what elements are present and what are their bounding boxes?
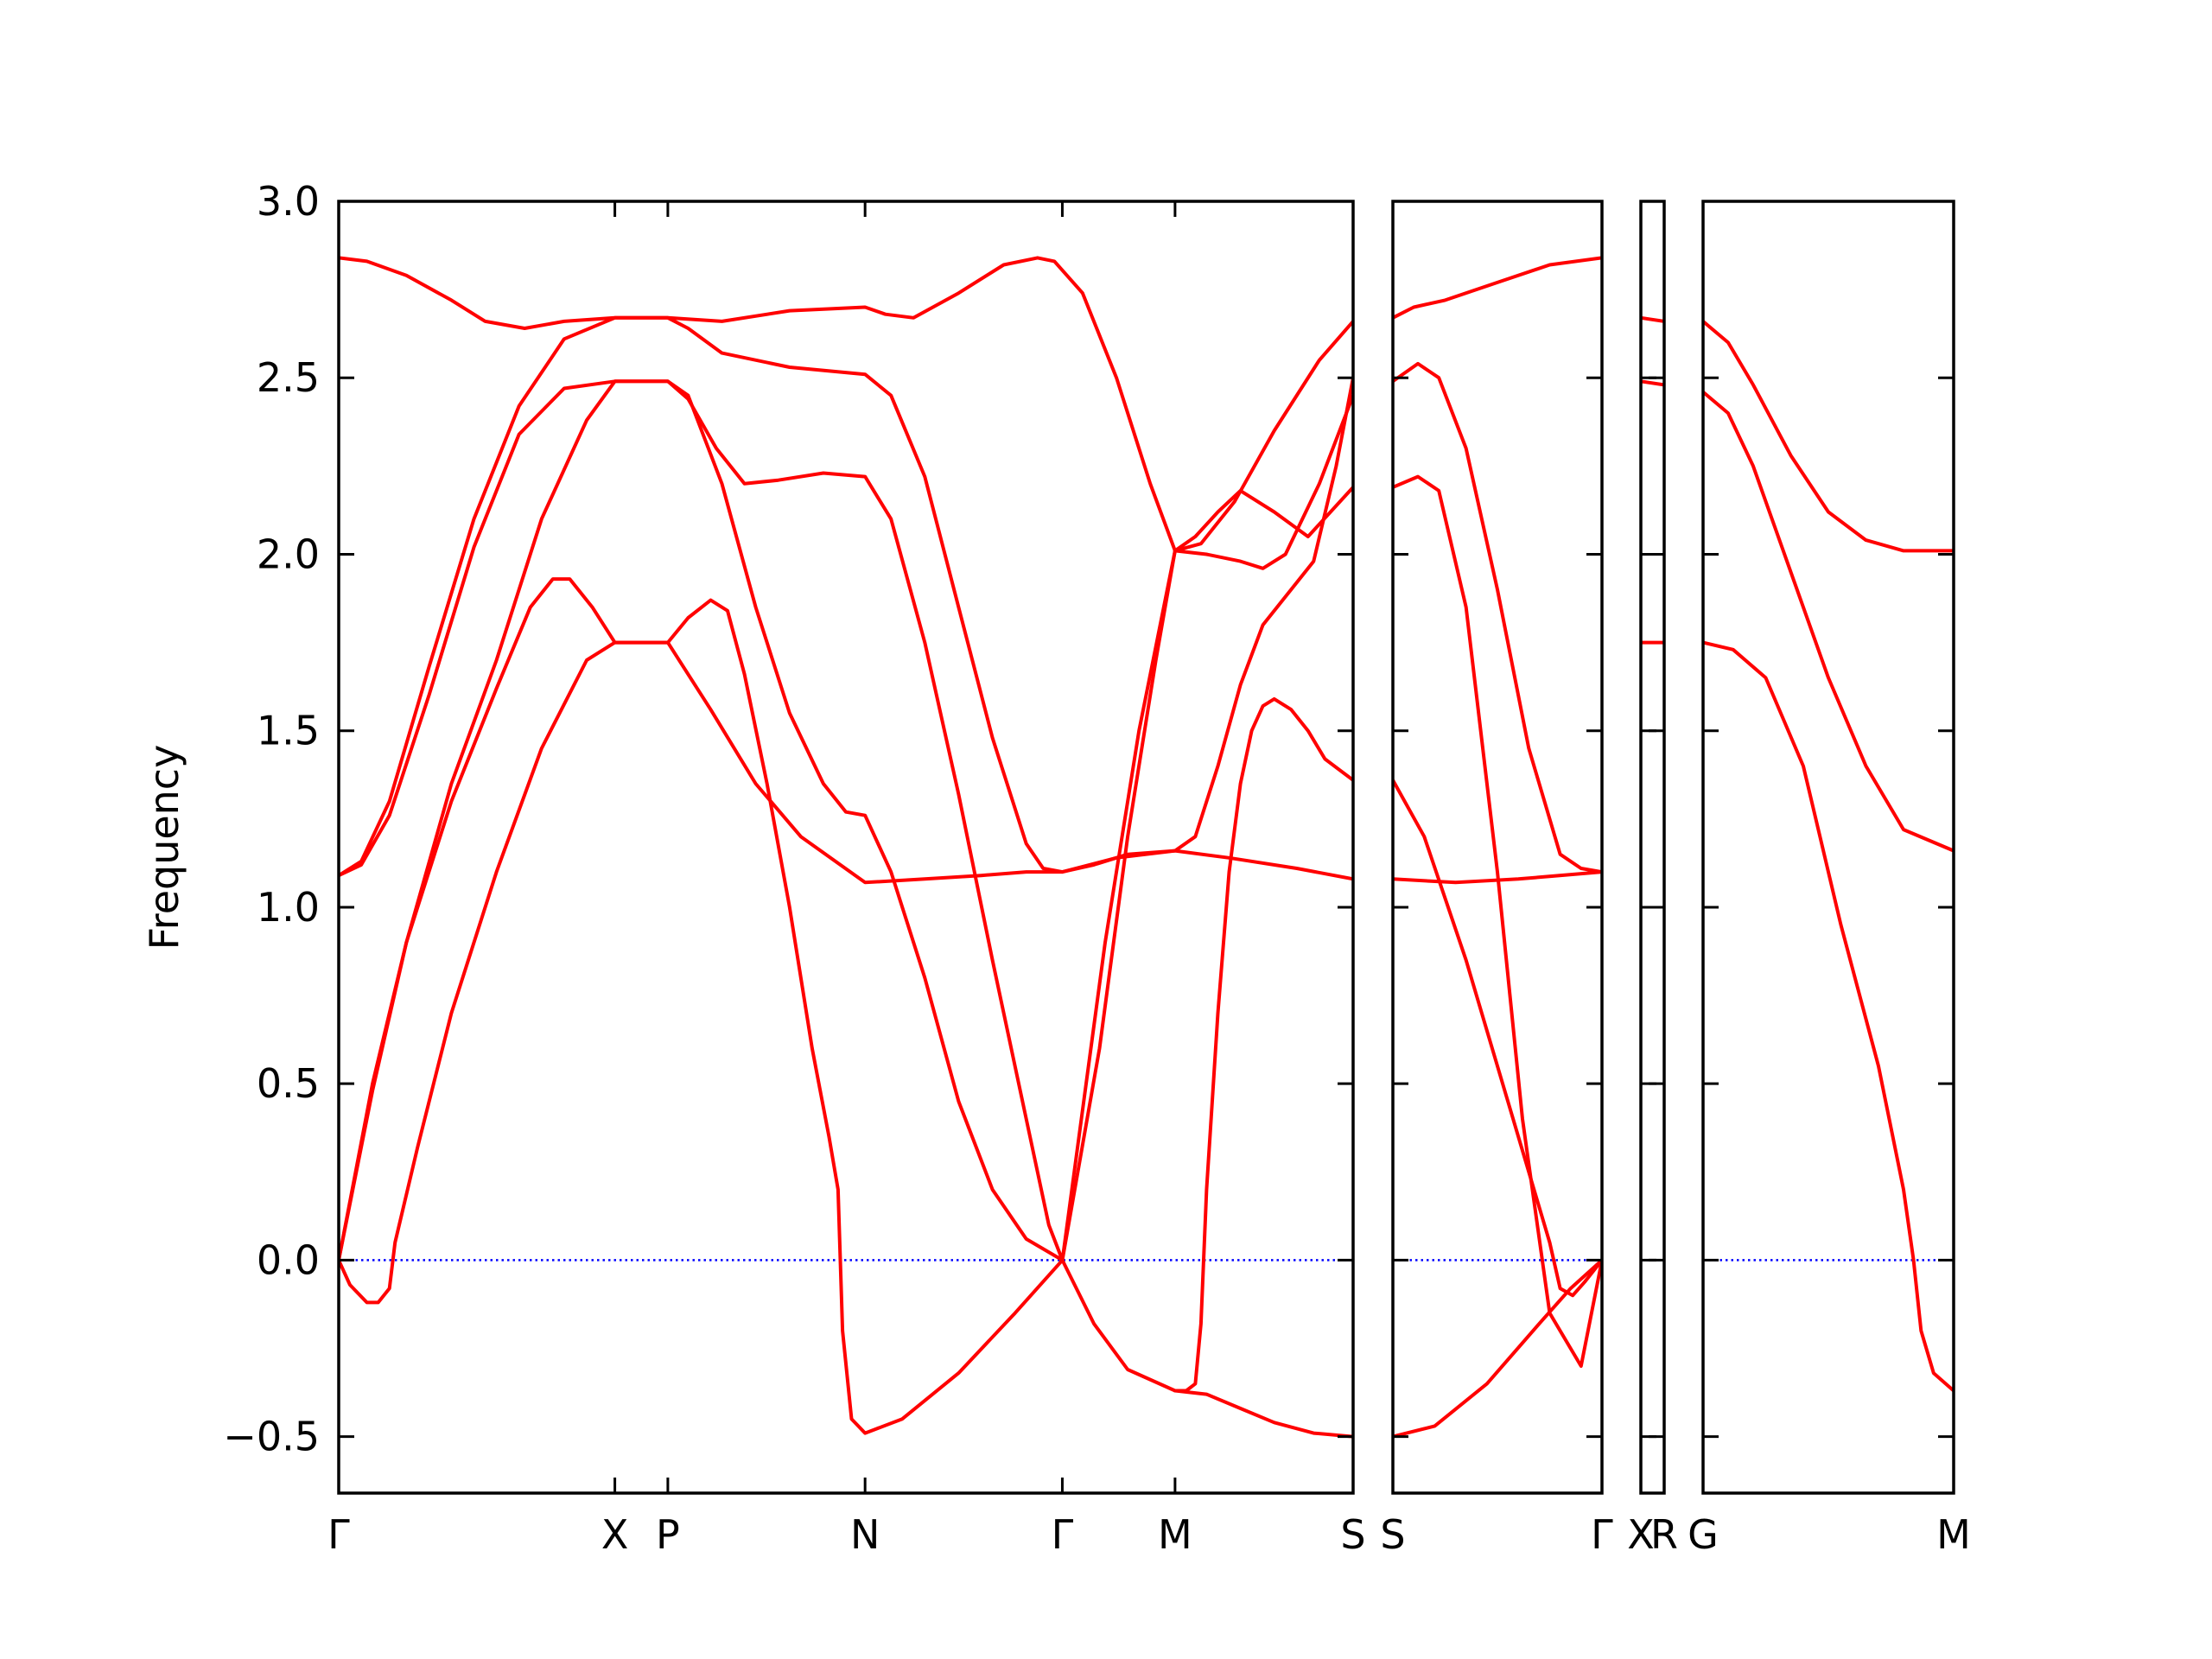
x-tick-label: R [1650,1511,1678,1558]
band-line [1703,390,1954,853]
x-tick-label: M [1158,1511,1192,1558]
x-tick-label: X [601,1511,629,1558]
panel-frame [337,200,1355,1495]
y-tick-label: −0.5 [223,1414,320,1460]
y-tick-label: 1.5 [257,708,320,754]
band-line [339,256,1353,553]
band-line [1393,256,1602,320]
panel-3: XR [1627,200,1678,1558]
band-line [1393,361,1602,874]
x-tick-label: M [1936,1511,1971,1558]
panel-frame [1701,200,1955,1495]
x-tick-label: Γ [327,1511,350,1558]
y-tick-label: 2.5 [257,354,320,401]
band-line [1393,778,1602,1298]
band-line [339,315,1353,878]
y-tick-label: 0.0 [257,1236,320,1283]
band-line [1060,485,1353,1262]
x-tick-label: X [1627,1511,1655,1558]
band-line [1703,319,1954,553]
x-tick-label: G [1688,1511,1719,1558]
band-line [1393,870,1602,885]
band-line [339,640,1353,1305]
x-tick-label: N [850,1511,880,1558]
x-tick-label: S [1340,1511,1365,1558]
y-axis-label: Frequency [141,745,188,950]
y-tick-label: 2.0 [257,531,320,577]
band-line [1393,474,1602,1368]
band-line [1173,696,1353,1393]
band-line [339,379,1353,1439]
y-tick-label: 1.0 [257,884,320,931]
y-tick-label: 0.5 [257,1060,320,1107]
band-line [1641,315,1664,323]
x-tick-label: P [656,1511,680,1558]
panel-frame [1639,200,1666,1495]
x-tick-label: S [1380,1511,1405,1558]
band-line [1703,640,1954,1393]
y-tick-label: 3.0 [257,178,320,225]
band-line [339,379,1353,1262]
band-line [1641,379,1664,387]
band-line [339,577,1065,1435]
x-tick-label: Γ [1591,1511,1613,1558]
panel-frame [1391,200,1604,1495]
x-tick-label: Γ [1052,1511,1074,1558]
band-line [1393,1258,1602,1439]
